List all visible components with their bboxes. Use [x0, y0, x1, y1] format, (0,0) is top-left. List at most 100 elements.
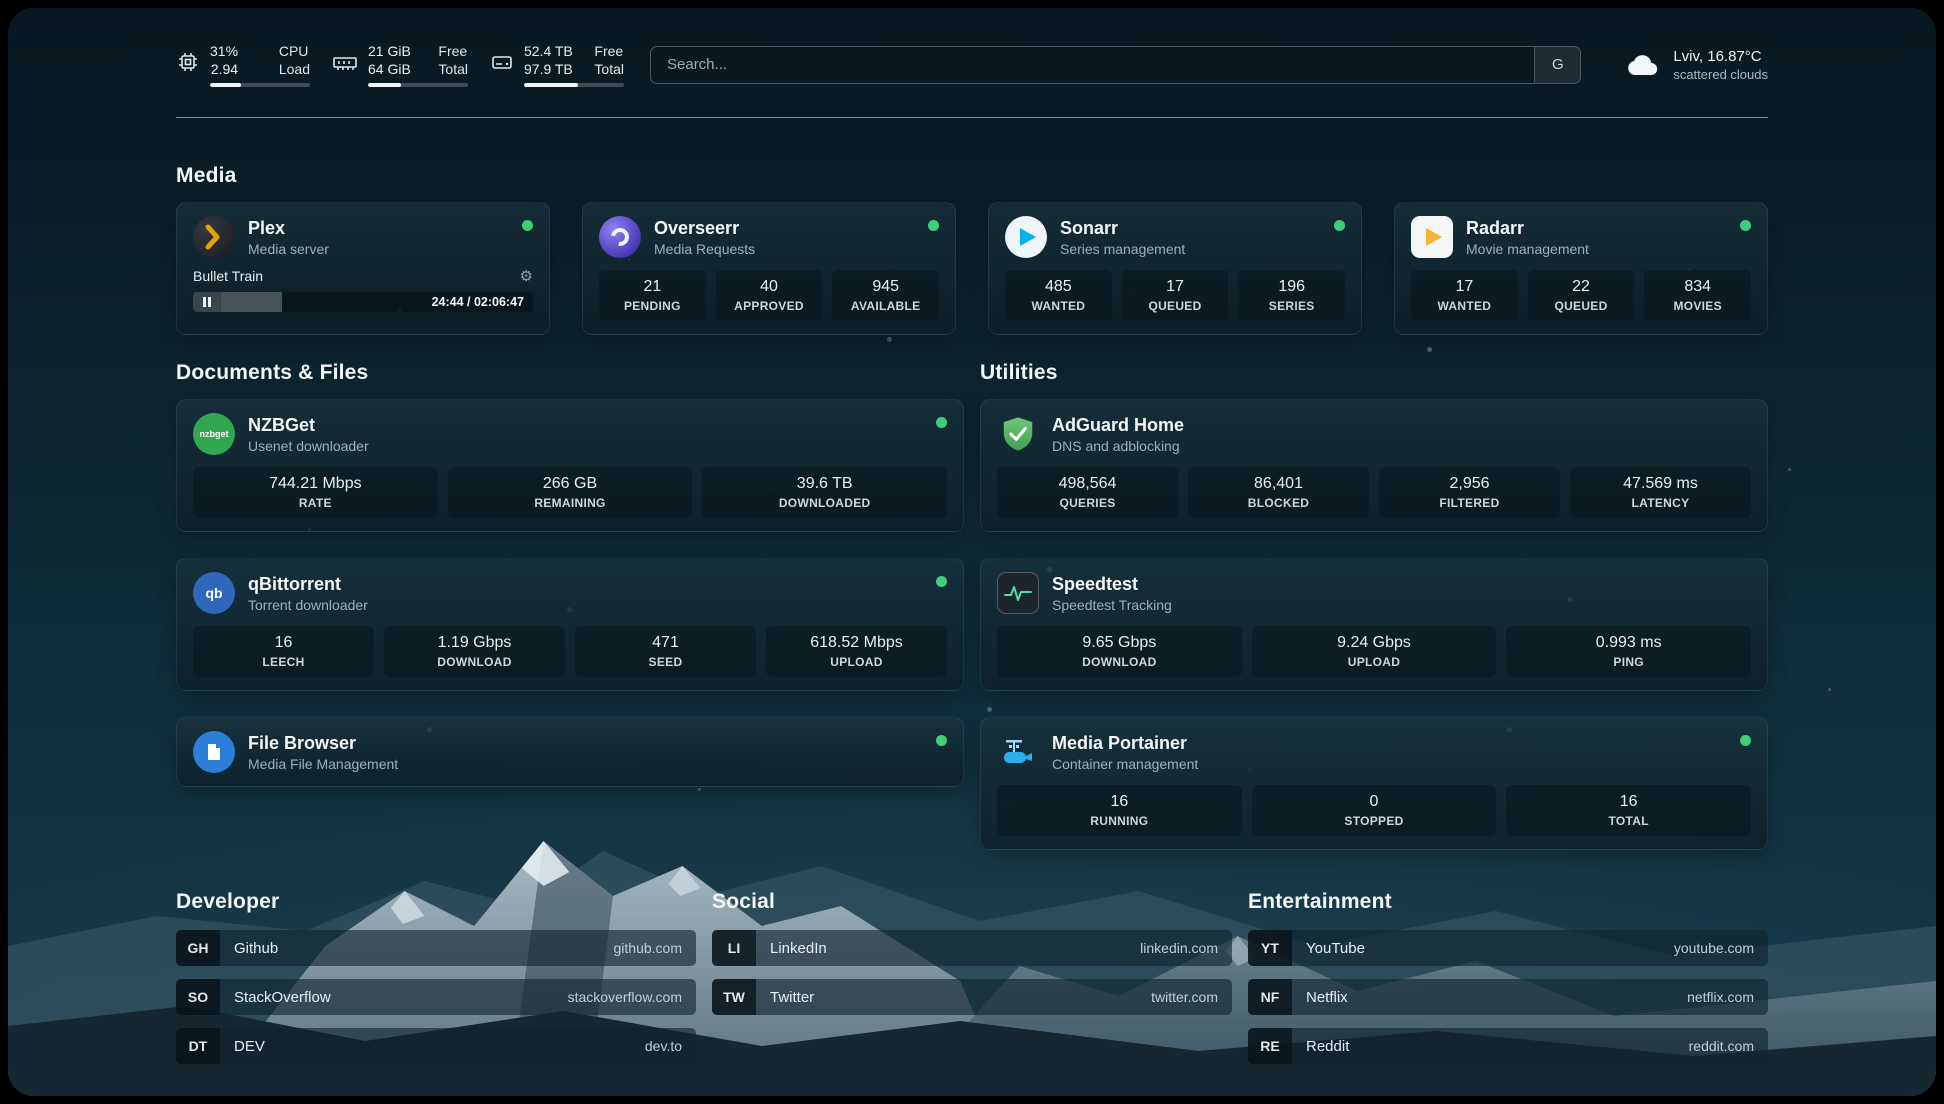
bookmark-youtube[interactable]: YT YouTube youtube.com	[1248, 930, 1768, 967]
resource-widgets: 31% 2.94 CPU Load	[176, 42, 624, 88]
stat-label: PING	[1613, 655, 1644, 670]
stat-value: 945	[872, 278, 900, 296]
stat-value: 9.24 Gbps	[1337, 634, 1411, 652]
service-card-adguard[interactable]: AdGuard Home DNS and adblocking 498,564 Q…	[980, 399, 1768, 533]
disk-icon	[492, 56, 512, 69]
bookmark-abbr: NF	[1248, 979, 1292, 1016]
stat-label: APPROVED	[734, 299, 804, 314]
cpu-label: CPU	[278, 43, 309, 59]
stat-label: LATENCY	[1631, 496, 1690, 511]
service-card-overseerr[interactable]: Overseerr Media Requests 21 PENDING 40 APP…	[582, 202, 956, 336]
search-input[interactable]	[651, 46, 1535, 83]
bookmark-abbr: RE	[1248, 1028, 1292, 1065]
disk-total-value: 97.9 TB	[524, 61, 573, 78]
service-card-sonarr[interactable]: Sonarr Series management 485 WANTED 17 QUE…	[988, 202, 1362, 336]
pause-button[interactable]	[193, 292, 221, 313]
stat-value: 17	[1455, 278, 1474, 296]
bookmark-reddit[interactable]: RE Reddit reddit.com	[1248, 1028, 1768, 1065]
stat-label: QUERIES	[1059, 496, 1116, 511]
service-subtitle: Series management	[1060, 240, 1186, 257]
service-name: Overseerr	[654, 217, 740, 238]
service-card-radarr[interactable]: Radarr Movie management 17 WANTED 22 QUEUE…	[1394, 202, 1768, 336]
memory-free-label: Free	[438, 43, 468, 59]
dashboard-window: 31% 2.94 CPU Load	[8, 8, 1936, 1096]
service-card-plex[interactable]: Plex Media server Bullet Train ⚙ 24:44 /…	[176, 202, 550, 336]
media-cards: Plex Media server Bullet Train ⚙ 24:44 /…	[176, 202, 1768, 336]
bookmark-abbr: DT	[176, 1028, 220, 1065]
stat-wanted: 17 WANTED	[1411, 270, 1518, 322]
utilities-column: Utilities AdGuard Home DNS and	[980, 361, 1768, 851]
plex-icon	[193, 216, 235, 259]
stat-label: SEED	[648, 655, 683, 670]
stat-value: 2,956	[1449, 475, 1490, 493]
stat-label: LEECH	[262, 655, 305, 670]
stat-label: DOWNLOAD	[437, 655, 512, 670]
stat-total: 16 TOTAL	[1506, 785, 1752, 837]
search-engine-button[interactable]: G	[1534, 46, 1581, 83]
stat-ping: 0.993 ms PING	[1506, 626, 1752, 678]
stat-value: 16	[274, 634, 293, 652]
bookmark-host: github.com	[613, 940, 682, 957]
bookmark-abbr: YT	[1248, 930, 1292, 967]
stat-value: 40	[760, 278, 778, 296]
documents-column: Documents & Files nzbget NZBGet Usenet d…	[176, 361, 964, 788]
stat-approved: 40 APPROVED	[715, 270, 823, 322]
bookmark-host: youtube.com	[1673, 940, 1754, 957]
stat-value: 0.993 ms	[1595, 634, 1662, 652]
stat-queries: 498,564 QUERIES	[997, 467, 1178, 519]
stat-download: 9.65 Gbps DOWNLOAD	[997, 626, 1242, 678]
service-name: Radarr	[1466, 217, 1525, 238]
speedtest-icon	[997, 572, 1039, 615]
sonarr-icon	[1005, 216, 1047, 259]
service-name: NZBGet	[248, 414, 315, 435]
stat-label: WANTED	[1437, 299, 1492, 314]
stat-label: QUEUED	[1148, 299, 1202, 314]
service-card-qbittorrent[interactable]: qb qBittorrent Torrent downloader 16 LEEC…	[176, 558, 964, 692]
stat-label: MOVIES	[1673, 299, 1722, 314]
disk-total-label: Total	[594, 61, 624, 78]
gear-icon[interactable]: ⚙	[519, 268, 533, 286]
bookmark-twitter[interactable]: TW Twitter twitter.com	[712, 979, 1232, 1016]
service-card-portainer[interactable]: Media Portainer Container management 16 R…	[980, 717, 1768, 851]
stat-stopped: 0 STOPPED	[1251, 785, 1497, 837]
status-dot	[936, 417, 947, 429]
service-card-nzbget[interactable]: nzbget NZBGet Usenet downloader 744.21 M…	[176, 399, 964, 533]
filebrowser-icon	[193, 731, 235, 774]
disk-free-value: 52.4 TB	[524, 43, 573, 59]
stat-label: DOWNLOADED	[778, 496, 871, 511]
status-dot	[1740, 220, 1751, 232]
bookmark-netflix[interactable]: NF Netflix netflix.com	[1248, 979, 1768, 1016]
plex-player-bar: 24:44 / 02:06:47	[193, 292, 533, 313]
stat-value: 0	[1369, 793, 1379, 811]
stat-label: UPLOAD	[1347, 655, 1401, 670]
bookmark-linkedin[interactable]: LI LinkedIn linkedin.com	[712, 930, 1232, 967]
service-card-filebrowser[interactable]: File Browser Media File Management	[176, 717, 964, 788]
disk-progress-bar	[524, 83, 624, 88]
stat-filtered: 2,956 FILTERED	[1379, 467, 1560, 519]
stat-label: FILTERED	[1439, 496, 1500, 511]
stat-value: 86,401	[1254, 475, 1303, 493]
stat-latency: 47.569 ms LATENCY	[1570, 467, 1751, 519]
stat-value: 471	[652, 634, 679, 652]
service-name: Speedtest	[1052, 573, 1139, 594]
stat-label: UPLOAD	[830, 655, 883, 670]
bookmark-host: reddit.com	[1688, 1038, 1754, 1055]
service-name: File Browser	[248, 732, 357, 753]
stat-queued: 22 QUEUED	[1527, 270, 1635, 322]
bookmark-abbr: LI	[712, 930, 756, 967]
service-card-speedtest[interactable]: Speedtest Speedtest Tracking 9.65 Gbps DO…	[980, 558, 1768, 692]
stat-label: BLOCKED	[1247, 496, 1310, 511]
section-title-entertainment: Entertainment	[1248, 890, 1392, 914]
bookmark-name: Github	[234, 939, 279, 957]
service-subtitle: DNS and adblocking	[1052, 437, 1180, 454]
bookmark-abbr: SO	[176, 979, 220, 1016]
bookmark-github[interactable]: GH Github github.com	[176, 930, 696, 967]
stat-value: 618.52 Mbps	[810, 634, 903, 652]
bookmark-dev[interactable]: DT DEV dev.to	[176, 1028, 696, 1065]
service-subtitle: Torrent downloader	[248, 596, 368, 613]
bookmark-stackoverflow[interactable]: SO StackOverflow stackoverflow.com	[176, 979, 696, 1016]
bookmark-host: dev.to	[644, 1038, 682, 1055]
section-title-documents: Documents & Files	[176, 361, 369, 385]
stat-upload: 9.24 Gbps UPLOAD	[1251, 626, 1497, 678]
status-dot	[1740, 735, 1751, 747]
